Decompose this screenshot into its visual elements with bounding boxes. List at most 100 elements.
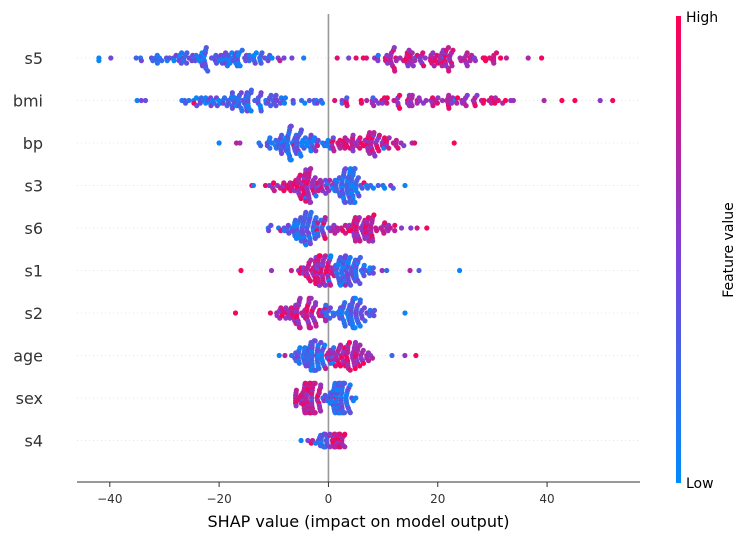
point-bmi-107: [339, 100, 345, 106]
point-s3-157: [355, 175, 361, 181]
point-s6-155: [387, 225, 393, 231]
point-s1-46: [317, 253, 323, 259]
point-bmi-86: [273, 103, 279, 109]
point-bmi-201: [610, 97, 616, 104]
feature-label-s2: s2: [24, 304, 43, 323]
point-bp-84: [314, 143, 321, 149]
point-bp-4: [258, 143, 264, 149]
point-s5-111: [334, 55, 340, 61]
point-s5-107: [277, 58, 283, 64]
point-s5-11: [154, 60, 160, 66]
point-s5-166: [431, 63, 437, 69]
point-s6-10: [286, 230, 292, 236]
point-s2-144: [362, 318, 368, 324]
x-tick-label-0: −40: [97, 492, 122, 506]
point-s5-13: [159, 58, 165, 64]
point-sex-6: [293, 387, 299, 393]
point-s1-2: [288, 267, 294, 274]
colorbar-high-label: High: [686, 10, 718, 26]
point-bmi-162: [446, 92, 452, 98]
point-s5-207: [472, 58, 478, 64]
point-bmi-118: [371, 103, 377, 109]
point-age-115: [346, 339, 353, 346]
point-s2-69: [313, 300, 319, 306]
point-s2-80: [323, 302, 329, 308]
point-bmi-104: [319, 100, 326, 106]
point-bmi-156: [435, 95, 441, 101]
point-s5-152: [412, 58, 418, 64]
point-s3-62: [308, 166, 314, 172]
point-bp-96: [330, 135, 336, 141]
point-s3-114: [342, 166, 349, 172]
point-s3-1: [250, 182, 256, 189]
point-s5-150: [410, 63, 416, 69]
point-bmi-153: [430, 103, 436, 109]
point-s3-158: [356, 193, 362, 199]
point-bmi-125: [384, 100, 390, 106]
point-s5-5: [138, 58, 144, 64]
point-s6-143: [370, 238, 376, 244]
point-s5-186: [445, 45, 451, 51]
point-bp-0: [216, 140, 222, 146]
point-bmi-181: [472, 103, 478, 109]
point-bmi-97: [302, 100, 308, 106]
point-s5-28: [184, 60, 190, 66]
point-bmi-49: [239, 108, 245, 114]
point-s5-118: [375, 58, 381, 64]
point-bp-143: [371, 130, 377, 136]
point-s5-193: [449, 63, 455, 69]
point-s2-70: [313, 323, 319, 329]
point-bp-9: [267, 135, 273, 141]
point-bp-151: [376, 132, 382, 138]
feature-label-s5: s5: [24, 49, 43, 68]
point-s1-149: [407, 267, 413, 274]
point-s1-135: [357, 254, 363, 261]
point-age-135: [357, 363, 363, 369]
point-bp-71: [304, 143, 310, 149]
point-bmi-2: [142, 97, 149, 104]
point-bp-144: [372, 153, 378, 159]
point-bmi-168: [454, 100, 460, 106]
point-bmi-169: [454, 95, 461, 101]
point-bmi-194: [502, 97, 509, 104]
point-bp-161: [386, 135, 392, 141]
point-s2-0: [232, 310, 239, 316]
point-bmi-182: [474, 92, 480, 98]
point-bmi-155: [434, 100, 440, 106]
point-bmi-143: [409, 92, 415, 98]
point-age-72: [322, 342, 328, 348]
point-age-86: [331, 345, 337, 351]
point-s1-141: [363, 267, 369, 274]
feature-label-s6: s6: [24, 219, 43, 238]
point-s2-38: [297, 295, 303, 301]
point-bmi-176: [464, 92, 470, 98]
point-s5-109: [289, 55, 295, 61]
point-s3-2: [262, 182, 269, 189]
point-s5-84: [239, 47, 245, 53]
point-s5-2: [108, 55, 114, 61]
feature-label-s4: s4: [24, 432, 43, 451]
point-bp-171: [451, 140, 457, 146]
point-s2-101: [342, 300, 348, 306]
point-age-96: [337, 342, 344, 348]
point-s1-140: [361, 262, 367, 268]
point-bp-82: [313, 148, 319, 154]
point-s6-79: [322, 235, 328, 241]
point-bmi-95: [290, 100, 296, 106]
point-bp-117: [350, 132, 356, 138]
colorbar-low-label: Low: [686, 476, 714, 492]
point-bp-116: [350, 148, 356, 154]
point-bmi-163: [446, 105, 452, 111]
point-s5-89: [246, 58, 252, 64]
point-bmi-87: [273, 92, 279, 98]
point-bp-109: [344, 137, 351, 143]
point-s2-143: [361, 305, 367, 311]
point-age-141: [360, 347, 366, 353]
point-bmi-36: [229, 105, 235, 111]
point-s3-86: [327, 177, 333, 183]
point-age-150: [402, 352, 408, 359]
point-sex-64: [312, 410, 318, 416]
point-bp-69: [302, 135, 308, 141]
point-s3-165: [370, 185, 376, 191]
